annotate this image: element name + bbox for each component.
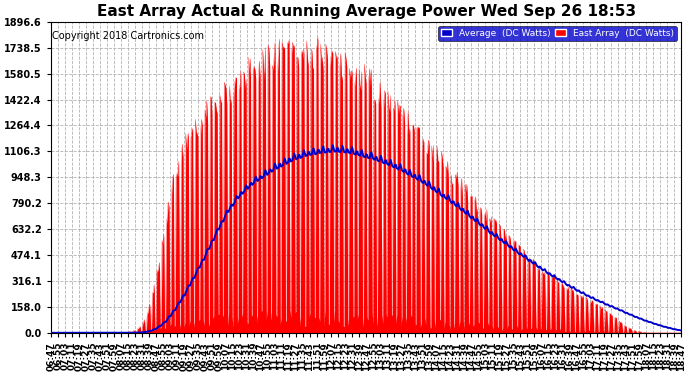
Title: East Array Actual & Running Average Power Wed Sep 26 18:53: East Array Actual & Running Average Powe… <box>97 4 635 19</box>
Legend: Average  (DC Watts), East Array  (DC Watts): Average (DC Watts), East Array (DC Watts… <box>438 26 677 40</box>
Text: Copyright 2018 Cartronics.com: Copyright 2018 Cartronics.com <box>52 31 204 41</box>
